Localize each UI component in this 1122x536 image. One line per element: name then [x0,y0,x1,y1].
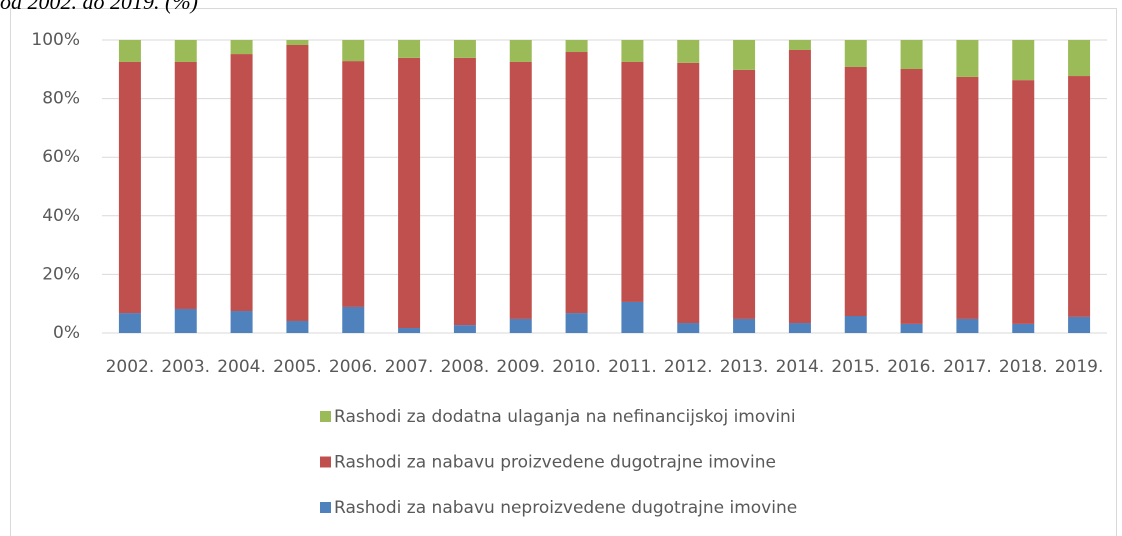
y-tick-label: 0% [53,323,80,343]
bar-segment [956,40,979,77]
bar-segment [398,57,421,329]
chart-title: od 2002. do 2019. (%) [0,0,198,14]
bar-segment [342,40,365,62]
bar-segment [398,328,421,333]
x-tick-label: 2008. [441,357,490,377]
x-tick-label: 2013. [720,357,769,377]
bar-segment [342,306,365,333]
bar-segment [118,313,141,333]
legend-swatch [320,502,331,513]
y-tick-label: 60% [42,147,80,167]
bar-segment [1012,80,1035,324]
bar-segment [1068,76,1091,317]
x-tick-label: 2002. [106,357,155,377]
bar-segment [788,49,811,324]
x-tick-label: 2011. [608,357,657,377]
y-tick-label: 20% [42,264,80,284]
bar-segment [453,57,476,326]
x-tick-label: 2009. [496,357,545,377]
bar-segment [733,69,756,319]
bar-segment [788,40,811,50]
bar-segment [621,61,644,302]
bar-segment [733,40,756,70]
bar-segment [1068,40,1091,77]
x-tick-label: 2003. [161,357,210,377]
x-tick-label: 2010. [552,357,601,377]
bar-segment [844,40,867,67]
bar-segment [286,44,309,321]
bar-segment [118,40,141,62]
bar-segment [230,311,253,333]
legend-label: Rashodi za nabavu neproizvedene dugotraj… [334,498,797,518]
bar-segment [342,61,365,307]
bar-segment [788,323,811,333]
bar-segment [1068,316,1091,333]
bar-segment [286,320,309,333]
bar-segment [844,316,867,333]
legend-swatch [320,411,331,422]
x-tick-label: 2012. [664,357,713,377]
bar-segment [230,40,253,55]
x-tick-label: 2014. [776,357,825,377]
bar-segment [453,40,476,58]
bar-segment [677,40,700,63]
bar-segment [621,40,644,62]
bar-segment [565,52,588,314]
legend-label: Rashodi za dodatna ulaganja na nefinanci… [334,407,796,427]
x-tick-label: 2015. [831,357,880,377]
bar-segment [565,40,588,53]
bar-segment [174,308,197,333]
bar-segment [565,313,588,333]
bar-segment [230,54,253,312]
bar-segment [509,40,532,62]
x-tick-label: 2004. [217,357,266,377]
x-tick-label: 2019. [1055,357,1104,377]
bar-segment [174,61,197,309]
bar-segment [174,40,197,62]
bar-segment [677,62,700,324]
bar-segment [677,323,700,333]
bar-segment [844,66,867,317]
bar-segment [1012,323,1035,333]
bar-segment [509,61,532,319]
x-tick-label: 2006. [329,357,378,377]
legend-swatch [320,456,331,468]
bar-segment [1012,40,1035,81]
bar-segment [956,76,979,319]
chart-frame [10,8,1117,536]
x-tick-label: 2007. [385,357,434,377]
bar-segment [621,301,644,333]
bar-segment [398,40,421,58]
x-tick-label: 2018. [999,357,1048,377]
y-tick-label: 80% [42,89,80,109]
x-tick-label: 2017. [943,357,992,377]
bar-segment [733,318,756,333]
x-tick-label: 2016. [887,357,936,377]
y-tick-label: 100% [31,30,80,50]
bar-segment [900,69,923,324]
bar-segment [118,61,141,314]
y-tick-label: 40% [42,206,80,226]
bar-segment [509,318,532,333]
x-tick-label: 2005. [273,357,322,377]
legend-label: Rashodi za nabavu proizvedene dugotrajne… [334,453,776,473]
bar-segment [453,325,476,333]
bar-segment [956,318,979,333]
bar-segment [900,40,923,70]
bar-segment [900,323,923,333]
bar-segment [286,40,309,45]
